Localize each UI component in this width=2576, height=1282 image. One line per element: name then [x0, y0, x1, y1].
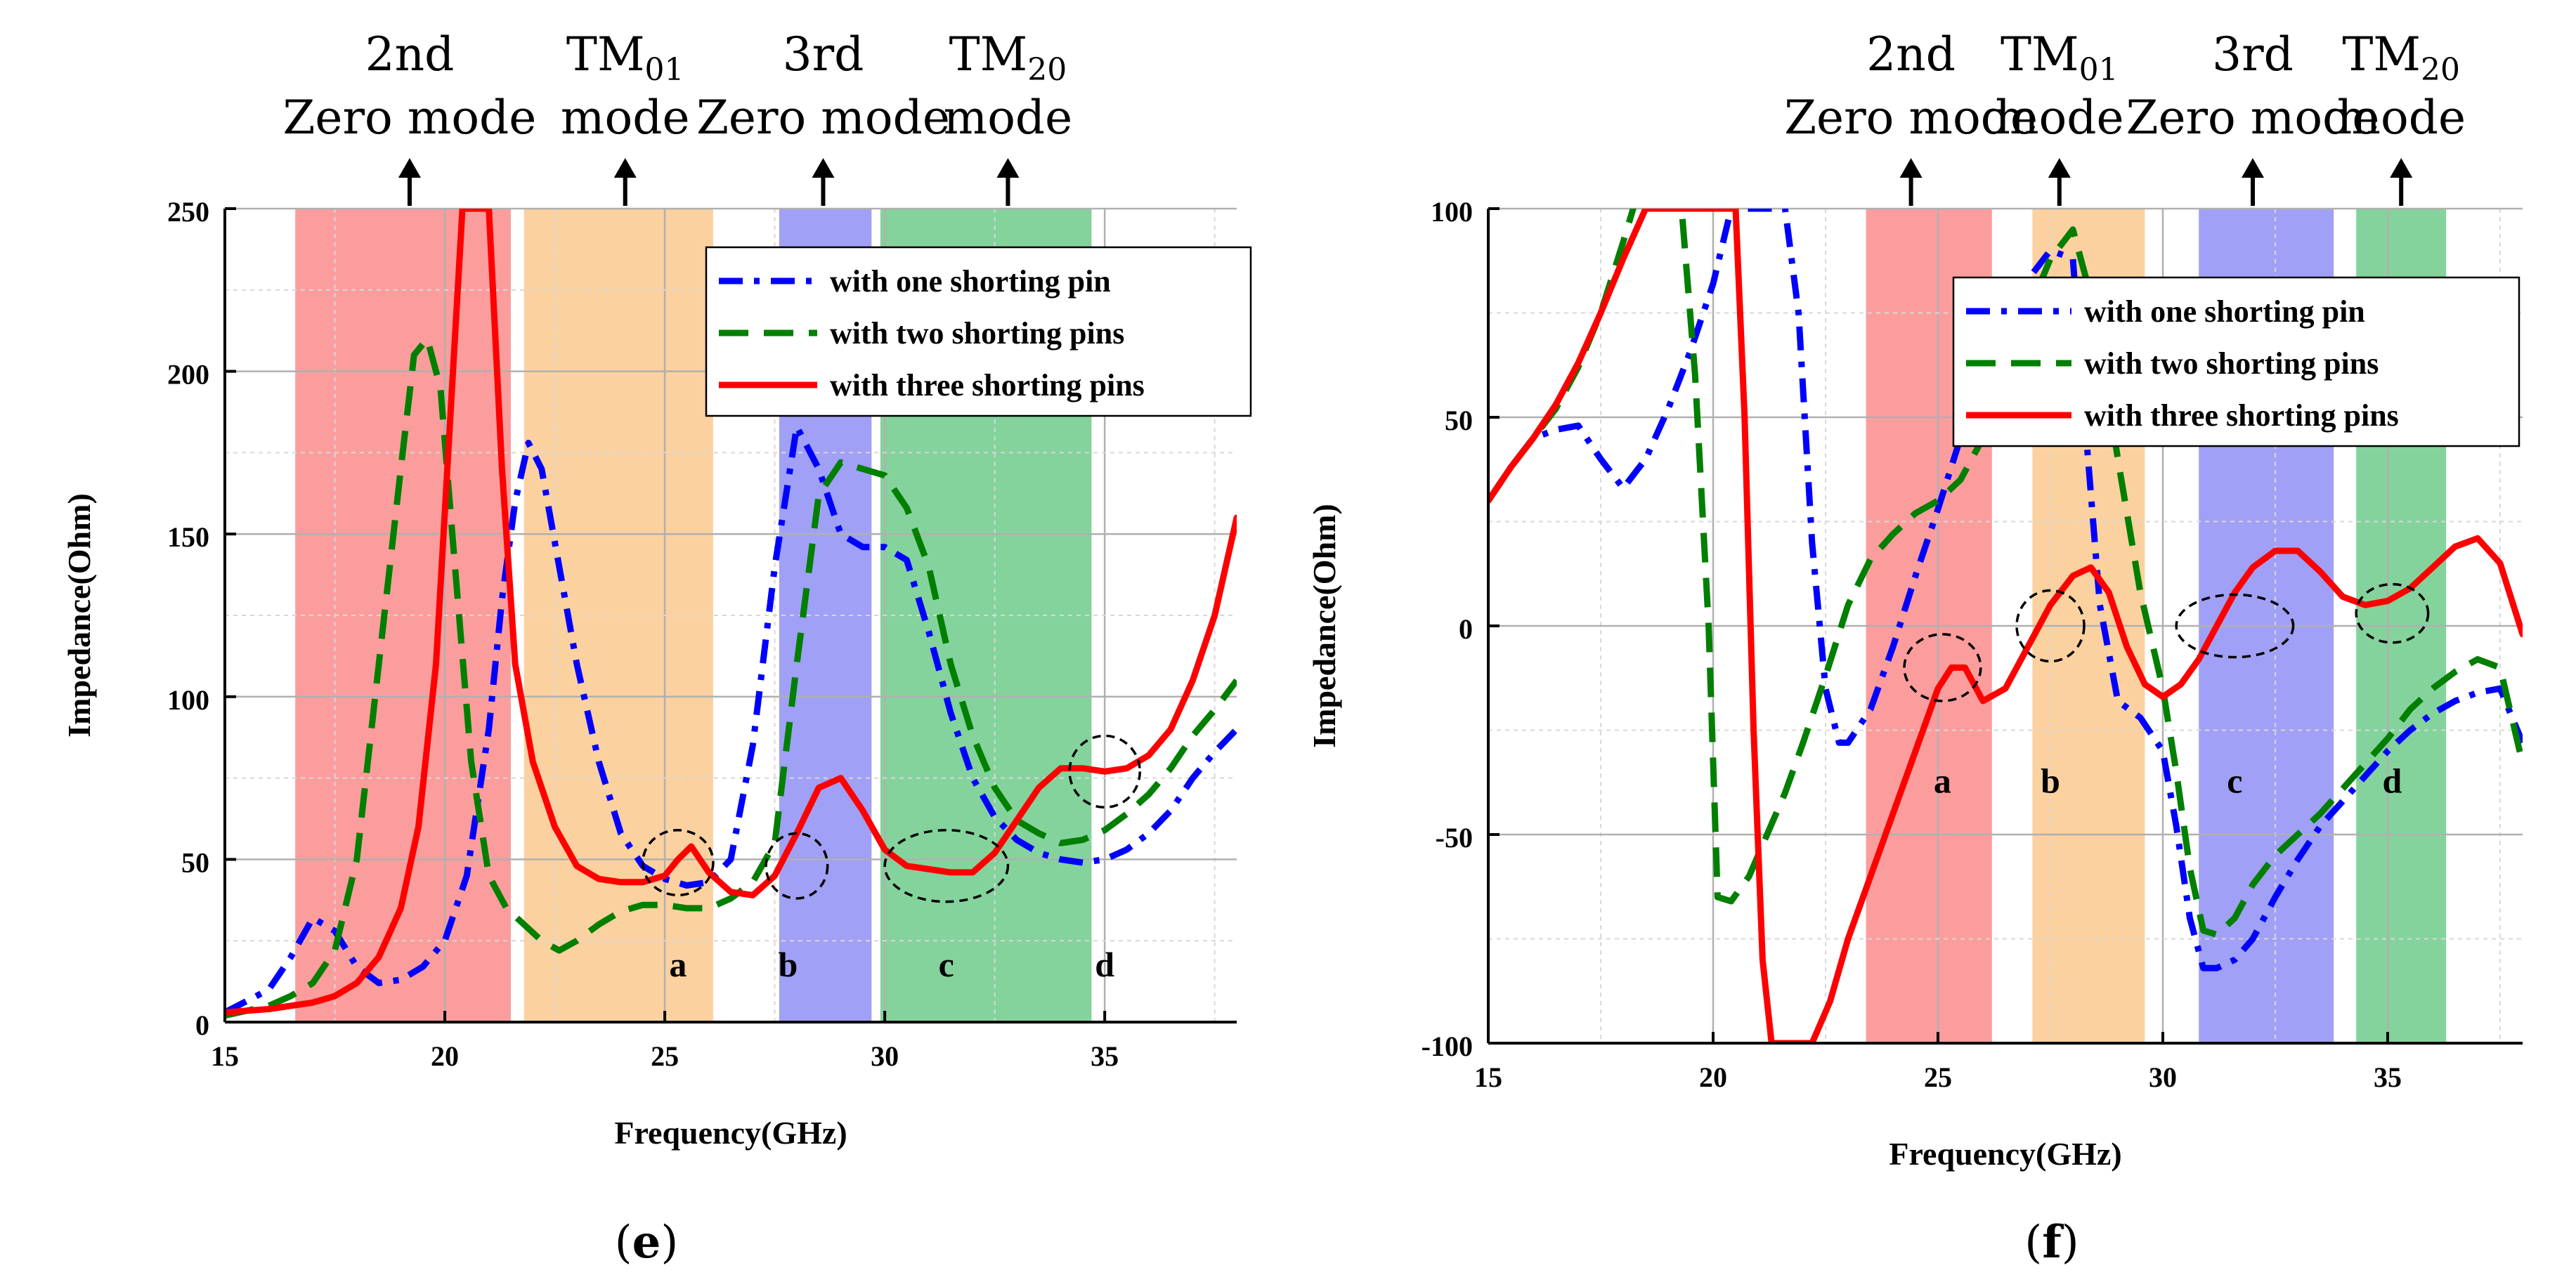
x-tick-label: 20 [1699, 1061, 1727, 1093]
x-tick-label: 15 [211, 1040, 239, 1072]
series-line-3 [1488, 209, 2523, 1043]
marker-ellipse-c [2175, 593, 2295, 659]
marker-label-b: b [778, 945, 798, 984]
x-tick-label: 35 [2374, 1061, 2402, 1093]
x-tick-label: 15 [1474, 1061, 1502, 1093]
y-axis-label: Impedance(Ohm) [61, 493, 97, 738]
y-tick-label: 150 [167, 521, 209, 553]
mode-title-1: 2nd [1866, 27, 1956, 81]
marker-ellipse-b [765, 832, 829, 900]
mode-arrow-head [2048, 158, 2071, 178]
marker-label-b: b [2041, 761, 2060, 801]
legend-label-2: with two shorting pins [830, 316, 1124, 351]
marker-ellipse-d [2355, 582, 2430, 644]
mode-arrow-head [613, 158, 637, 178]
mode-arrow-head [996, 158, 1020, 178]
x-tick-label: 35 [1091, 1040, 1119, 1072]
marker-ellipse-c [883, 828, 1010, 903]
x-axis-label: Frequency(GHz) [614, 1115, 847, 1151]
mode-title-2: TM01 [566, 27, 684, 88]
marker-ellipse-a [1903, 633, 1982, 702]
y-tick-label: 50 [181, 846, 209, 878]
series-line-2 [225, 335, 1237, 1019]
y-tick-label: 250 [167, 196, 209, 228]
x-tick-label: 30 [871, 1040, 899, 1072]
mode-subtitle-2: mode [561, 91, 690, 145]
x-tick-label: 25 [1924, 1061, 1952, 1093]
mode-arrow-head [2390, 158, 2413, 178]
legend-label-1: with one shorting pin [2084, 294, 2365, 329]
legend-label-3: with three shorting pins [830, 368, 1145, 403]
legend-label-2: with two shorting pins [2084, 346, 2379, 381]
mode-subtitle-4: mode [2336, 91, 2466, 145]
panel-label: (f) [2024, 1216, 2079, 1269]
legend-label-3: with three shorting pins [2084, 398, 2399, 433]
y-tick-label: -100 [1422, 1031, 1473, 1062]
marker-ellipse-b [2015, 589, 2086, 663]
mode-title-1: 2nd [365, 27, 455, 81]
y-tick-label: 0 [1459, 613, 1473, 645]
y-tick-label: 0 [195, 1009, 209, 1041]
marker-label-d: d [2382, 761, 2402, 801]
mode-subtitle-1: Zero mode [283, 91, 537, 145]
mode-subtitle-3: Zero mode [696, 91, 950, 145]
band-2 [523, 209, 713, 1022]
mode-arrow-head [398, 158, 421, 178]
marker-label-a: a [669, 945, 687, 984]
y-tick-label: -50 [1436, 822, 1473, 853]
series-line-1 [225, 423, 1237, 1016]
x-tick-label: 20 [431, 1040, 459, 1072]
chart-panel-e: 15 20 25 30 35 0 50 100 150 200 250 Frequency(GHz) I… [61, 27, 1252, 1269]
mode-title-3: 3rd [2212, 27, 2294, 81]
mode-arrow-head [2242, 158, 2264, 178]
mode-title-3: 3rd [783, 27, 864, 81]
chart-panel-f: 15 20 25 30 35 -100 -50 0 50 100 Frequency(GHz) Imp… [1306, 27, 2523, 1269]
legend-label-1: with one shorting pin [830, 264, 1111, 299]
mode-subtitle-2: mode [1995, 91, 2124, 145]
mode-title-4: TM20 [2342, 27, 2460, 88]
mode-subtitle-1: Zero mode [1784, 91, 2038, 145]
series-line-3 [225, 209, 1237, 1016]
y-tick-label: 100 [1431, 196, 1473, 228]
marker-ellipse-a [642, 828, 715, 897]
mode-title-2: TM01 [2001, 27, 2119, 88]
y-tick-label: 50 [1445, 405, 1473, 436]
marker-label-c: c [2227, 761, 2242, 801]
marker-label-c: c [939, 945, 954, 984]
y-tick-label: 200 [167, 359, 209, 391]
series-group [225, 209, 1237, 1019]
x-tick-label: 30 [2149, 1061, 2177, 1093]
y-axis-label: Impedance(Ohm) [1306, 504, 1342, 748]
marker-label-d: d [1095, 945, 1114, 984]
mode-arrow-head [812, 158, 835, 178]
mode-subtitle-4: mode [944, 91, 1073, 145]
y-tick-label: 100 [167, 684, 209, 716]
x-tick-label: 25 [651, 1040, 679, 1072]
marker-label-a: a [1934, 761, 1951, 801]
mode-subtitle-3: Zero mode [2126, 91, 2380, 145]
x-axis-label: Frequency(GHz) [1889, 1136, 2121, 1172]
mode-title-4: TM20 [949, 27, 1067, 88]
panel-label: (e) [615, 1216, 679, 1269]
marker-ellipse-d [1068, 734, 1142, 809]
mode-arrow-head [1899, 158, 1923, 178]
